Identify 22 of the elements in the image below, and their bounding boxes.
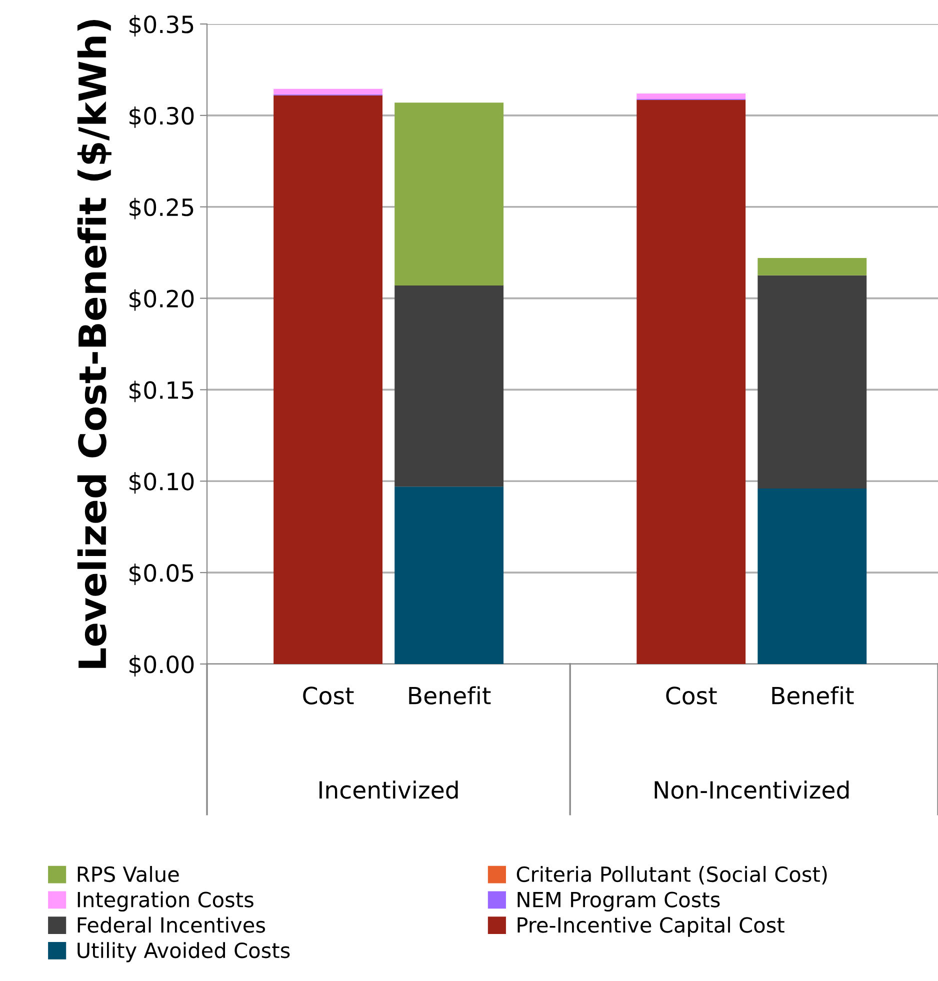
legend-label: RPS Value — [78, 866, 179, 882]
y-tick-label: $0.35 — [130, 15, 194, 36]
y-tick-label: $0.25 — [130, 198, 194, 220]
legend-label: Integration Costs — [78, 891, 254, 912]
x-tick-label: Cost — [303, 686, 354, 704]
y-tick-label: $0.05 — [130, 564, 194, 586]
x-tick-label: Benefit — [409, 686, 491, 704]
x-tick-label: Cost — [666, 686, 717, 704]
text: Non-Incentivized — [654, 780, 849, 799]
y-axis-title: Levelized Cost-Benefit ($/kWh) — [77, 20, 112, 668]
legend-label: Criteria Pollutant (Social Cost) — [516, 866, 827, 885]
legend-label: Federal Incentives — [78, 916, 266, 933]
y-tick-label: $0.30 — [130, 106, 194, 128]
y-tick-label: $0.00 — [130, 655, 194, 676]
legend-label: Pre-Incentive Capital Cost — [518, 916, 784, 937]
y-tick-label: $0.20 — [130, 289, 194, 311]
legend-label: Utility Avoided Costs — [78, 942, 290, 962]
x-tick-label: Benefit — [772, 686, 854, 704]
y-tick-label: $0.15 — [130, 380, 194, 402]
legend-label: NEM Program Costs — [518, 892, 720, 912]
text: Incentivized — [320, 780, 458, 799]
y-tick-label: $0.10 — [130, 472, 194, 494]
